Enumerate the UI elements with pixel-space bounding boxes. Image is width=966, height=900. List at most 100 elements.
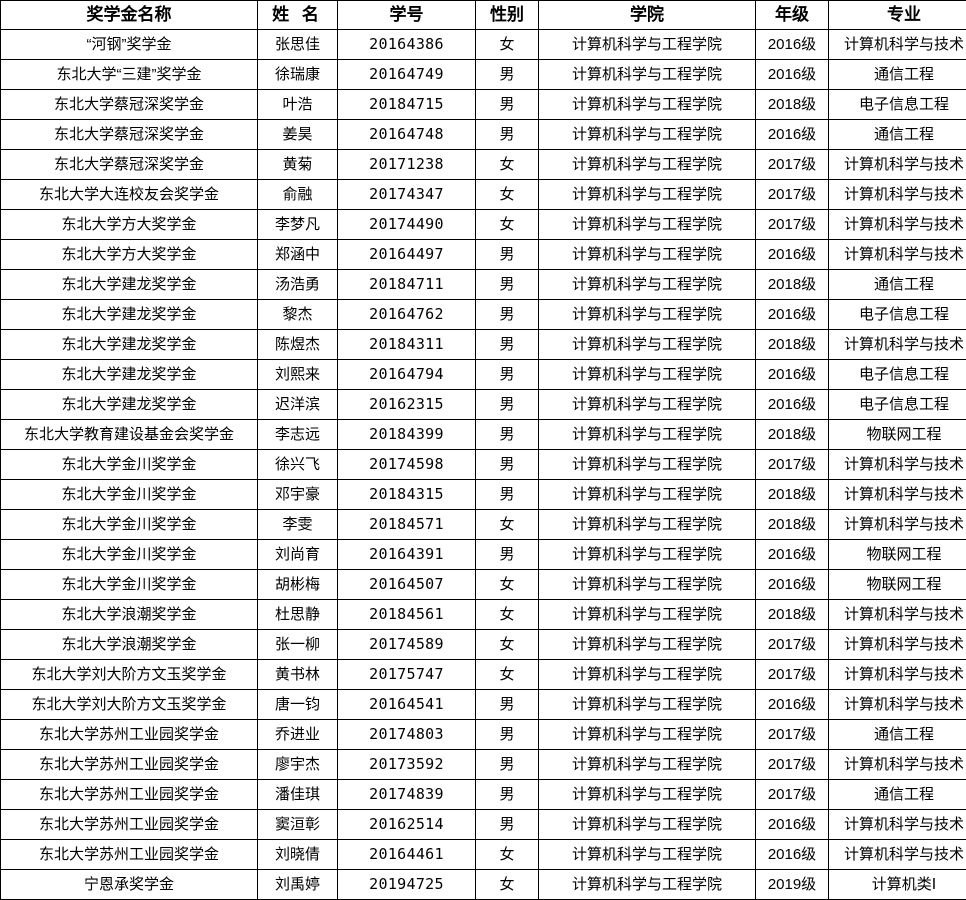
cell-student-id: 20174803	[338, 720, 476, 750]
cell-major: 计算机类Ⅰ	[829, 870, 966, 900]
cell-college: 计算机科学与工程学院	[539, 600, 756, 630]
cell-scholarship-name: 东北大学建龙奖学金	[1, 360, 258, 390]
column-header-major: 专业	[829, 1, 966, 30]
cell-college: 计算机科学与工程学院	[539, 150, 756, 180]
column-header-scholarship-name: 奖学金名称	[1, 1, 258, 30]
cell-scholarship-name: 东北大学方大奖学金	[1, 210, 258, 240]
cell-gender: 女	[476, 660, 539, 690]
cell-grade: 2017级	[756, 780, 829, 810]
cell-major: 计算机科学与技术	[829, 840, 966, 870]
cell-student-name: 唐一钧	[258, 690, 338, 720]
cell-college: 计算机科学与工程学院	[539, 300, 756, 330]
cell-student-name: 张一柳	[258, 630, 338, 660]
cell-student-id: 20184711	[338, 270, 476, 300]
cell-college: 计算机科学与工程学院	[539, 480, 756, 510]
cell-gender: 男	[476, 300, 539, 330]
cell-gender: 男	[476, 60, 539, 90]
cell-grade: 2016级	[756, 240, 829, 270]
cell-grade: 2016级	[756, 300, 829, 330]
cell-gender: 女	[476, 210, 539, 240]
cell-grade: 2017级	[756, 180, 829, 210]
cell-major: 计算机科学与技术	[829, 630, 966, 660]
cell-student-id: 20184715	[338, 90, 476, 120]
cell-college: 计算机科学与工程学院	[539, 720, 756, 750]
cell-student-name: 郑涵中	[258, 240, 338, 270]
cell-gender: 男	[476, 690, 539, 720]
cell-gender: 男	[476, 90, 539, 120]
cell-scholarship-name: 东北大学金川奖学金	[1, 570, 258, 600]
cell-grade: 2018级	[756, 420, 829, 450]
cell-scholarship-name: 东北大学金川奖学金	[1, 510, 258, 540]
cell-gender: 女	[476, 840, 539, 870]
cell-college: 计算机科学与工程学院	[539, 210, 756, 240]
cell-student-name: 胡彬梅	[258, 570, 338, 600]
cell-major: 计算机科学与技术	[829, 150, 966, 180]
cell-grade: 2018级	[756, 330, 829, 360]
cell-student-name: 李梦凡	[258, 210, 338, 240]
cell-college: 计算机科学与工程学院	[539, 240, 756, 270]
cell-major: 物联网工程	[829, 570, 966, 600]
cell-student-id: 20184311	[338, 330, 476, 360]
cell-major: 计算机科学与技术	[829, 30, 966, 60]
cell-grade: 2016级	[756, 690, 829, 720]
cell-scholarship-name: 东北大学蔡冠深奖学金	[1, 150, 258, 180]
cell-grade: 2016级	[756, 570, 829, 600]
cell-scholarship-name: 东北大学浪潮奖学金	[1, 630, 258, 660]
cell-grade: 2018级	[756, 480, 829, 510]
cell-college: 计算机科学与工程学院	[539, 510, 756, 540]
cell-grade: 2017级	[756, 630, 829, 660]
cell-major: 物联网工程	[829, 540, 966, 570]
column-header-student-id: 学号	[338, 1, 476, 30]
cell-major: 计算机科学与技术	[829, 810, 966, 840]
cell-college: 计算机科学与工程学院	[539, 570, 756, 600]
cell-major: 电子信息工程	[829, 360, 966, 390]
cell-grade: 2017级	[756, 660, 829, 690]
cell-major: 计算机科学与技术	[829, 450, 966, 480]
cell-grade: 2016级	[756, 30, 829, 60]
cell-gender: 男	[476, 480, 539, 510]
cell-student-id: 20174589	[338, 630, 476, 660]
cell-student-id: 20164762	[338, 300, 476, 330]
cell-student-id: 20184571	[338, 510, 476, 540]
cell-gender: 男	[476, 270, 539, 300]
cell-student-id: 20174347	[338, 180, 476, 210]
cell-grade: 2017级	[756, 750, 829, 780]
cell-college: 计算机科学与工程学院	[539, 780, 756, 810]
cell-major: 电子信息工程	[829, 90, 966, 120]
cell-major: 计算机科学与技术	[829, 210, 966, 240]
cell-scholarship-name: 东北大学蔡冠深奖学金	[1, 90, 258, 120]
cell-grade: 2016级	[756, 540, 829, 570]
cell-grade: 2016级	[756, 390, 829, 420]
cell-grade: 2016级	[756, 360, 829, 390]
cell-college: 计算机科学与工程学院	[539, 540, 756, 570]
cell-student-id: 20162514	[338, 810, 476, 840]
cell-scholarship-name: 东北大学蔡冠深奖学金	[1, 120, 258, 150]
cell-student-id: 20174490	[338, 210, 476, 240]
cell-college: 计算机科学与工程学院	[539, 630, 756, 660]
cell-gender: 女	[476, 510, 539, 540]
cell-student-id: 20164391	[338, 540, 476, 570]
cell-grade: 2018级	[756, 600, 829, 630]
cell-student-name: 迟洋滨	[258, 390, 338, 420]
cell-scholarship-name: 东北大学刘大阶方文玉奖学金	[1, 690, 258, 720]
cell-gender: 男	[476, 780, 539, 810]
cell-student-id: 20164794	[338, 360, 476, 390]
cell-scholarship-name: 东北大学建龙奖学金	[1, 390, 258, 420]
cell-major: 计算机科学与技术	[829, 690, 966, 720]
cell-student-name: 黄书林	[258, 660, 338, 690]
cell-gender: 男	[476, 240, 539, 270]
cell-college: 计算机科学与工程学院	[539, 870, 756, 900]
cell-grade: 2018级	[756, 90, 829, 120]
cell-major: 通信工程	[829, 270, 966, 300]
cell-college: 计算机科学与工程学院	[539, 60, 756, 90]
cell-gender: 女	[476, 870, 539, 900]
cell-major: 电子信息工程	[829, 390, 966, 420]
